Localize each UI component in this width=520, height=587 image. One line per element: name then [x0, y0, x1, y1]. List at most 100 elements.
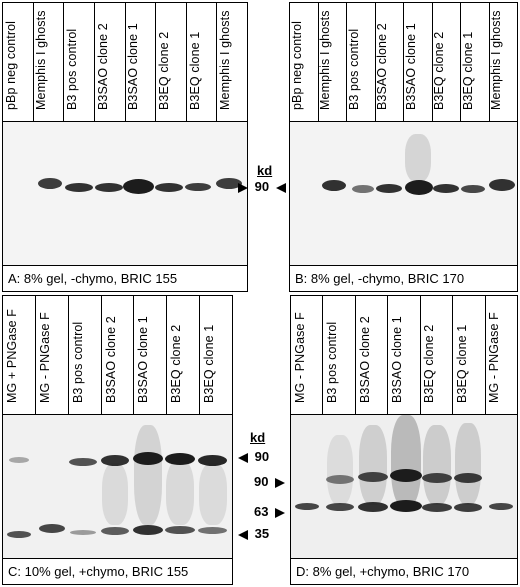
- panel-c: MG + PNGase F MG - PNGase F B3 pos contr…: [2, 295, 233, 585]
- blot-smear: [166, 460, 194, 525]
- blot-band: [489, 503, 513, 510]
- blot-smear: [134, 425, 162, 525]
- blot-band: [101, 455, 129, 466]
- blot-band: [422, 473, 452, 483]
- lane-label: Memphis I ghosts: [34, 3, 65, 121]
- blot-band: [216, 178, 242, 189]
- blot-band: [65, 183, 93, 192]
- blot-band: [133, 525, 163, 535]
- lane-label: MG - PNGase F: [487, 312, 502, 403]
- lane-label: Memphis I ghosts: [489, 10, 504, 110]
- marker-90-bottom-label: 90: [254, 449, 270, 464]
- marker-35-bottom-label: 35: [254, 526, 270, 541]
- marker-35-bottom: 35: [238, 526, 272, 541]
- blot-band: [165, 453, 195, 465]
- blot-band: [422, 503, 452, 512]
- kd-label-bottom: kd: [250, 430, 266, 445]
- blot-band: [489, 179, 515, 191]
- blot-band: [390, 500, 422, 512]
- lane-label: pBp neg control: [3, 3, 34, 121]
- lane-label: Memphis I ghosts: [218, 10, 233, 110]
- panel-a-blot: [3, 121, 247, 265]
- lane-label: B3EQ clone 2: [421, 296, 454, 414]
- lane-label: B3SAO clone 1: [126, 3, 157, 121]
- kd-label-top: kd: [257, 163, 273, 178]
- blot-band: [185, 183, 211, 191]
- panel-d-lane-labels: MG - PNGase F B3 pos control B3SAO clone…: [291, 296, 517, 414]
- lane-label: B3SAO clone 2: [356, 296, 389, 414]
- blot-band: [95, 183, 123, 192]
- marker-90-d: 90: [254, 474, 286, 489]
- blot-smear: [405, 134, 431, 182]
- lane-label: B3SAO clone 2: [102, 296, 135, 414]
- lane-label: Memphis I ghosts: [319, 3, 347, 121]
- blot-band: [69, 458, 97, 466]
- blot-band: [322, 180, 346, 191]
- blot-band: [165, 526, 195, 534]
- blot-band: [358, 502, 388, 512]
- blot-band: [461, 185, 485, 193]
- blot-band: [295, 503, 319, 510]
- panel-b-caption: B: 8% gel, -chymo, BRIC 170: [290, 265, 517, 291]
- lane-label: B3EQ clone 2: [433, 3, 461, 121]
- lane-label: MG - PNGase F: [291, 296, 324, 414]
- arrow-left-icon: [238, 452, 248, 463]
- marker-90-top: 90: [238, 179, 286, 194]
- blot-band: [405, 180, 433, 195]
- blot-band: [155, 183, 183, 192]
- lane-label: B3SAO clone 1: [404, 3, 433, 121]
- lane-label: B3EQ clone 1: [187, 3, 218, 121]
- lane-label: MG + PNGase F: [3, 296, 36, 414]
- blot-band: [133, 452, 163, 465]
- panel-b-blot: [290, 121, 517, 265]
- blot-band: [326, 475, 354, 484]
- blot-smear: [423, 425, 451, 505]
- blot-smear: [391, 415, 421, 507]
- panel-c-blot: [3, 414, 232, 558]
- panel-c-lane-labels: MG + PNGase F MG - PNGase F B3 pos contr…: [3, 296, 232, 414]
- blot-band: [352, 185, 374, 193]
- blot-band: [358, 472, 388, 482]
- panel-b-lane-labels: pBp neg control Memphis I ghosts B3 pos …: [290, 3, 517, 121]
- blot-band: [9, 457, 29, 463]
- lane-label: pBp neg control: [290, 3, 319, 121]
- blot-band: [38, 178, 62, 189]
- blot-band: [454, 503, 482, 512]
- blot-band: [7, 531, 31, 538]
- arrow-left-icon: [238, 529, 248, 540]
- blot-smear: [359, 425, 387, 505]
- arrow-left-icon: [275, 182, 286, 193]
- lane-label: B3 pos control: [347, 3, 376, 121]
- lane-label: B3EQ clone 2: [167, 296, 201, 414]
- blot-smear: [327, 435, 353, 505]
- panel-a-lane-labels: pBp neg control Memphis I ghosts B3 pos …: [3, 3, 247, 121]
- arrow-right-icon: [275, 477, 286, 488]
- blot-band: [70, 530, 96, 535]
- blot-band: [433, 184, 459, 193]
- marker-63-d-label: 63: [254, 504, 269, 519]
- lane-label: B3EQ clone 1: [453, 296, 486, 414]
- marker-90-bottom: 90: [238, 449, 272, 464]
- lane-label: B3EQ clone 1: [461, 3, 490, 121]
- lane-label: B3EQ clone 2: [156, 3, 187, 121]
- panel-c-caption: C: 10% gel, +chymo, BRIC 155: [3, 558, 232, 584]
- lane-label: MG - PNGase F: [36, 296, 69, 414]
- panel-d: MG - PNGase F B3 pos control B3SAO clone…: [290, 295, 518, 585]
- blot-band: [326, 503, 354, 511]
- panel-d-blot: [291, 414, 517, 558]
- panel-b: pBp neg control Memphis I ghosts B3 pos …: [289, 2, 518, 292]
- blot-smear: [199, 463, 227, 525]
- blot-band: [101, 527, 129, 535]
- marker-90-d-label: 90: [254, 474, 269, 489]
- blot-band: [454, 473, 482, 483]
- blot-band: [376, 184, 402, 193]
- marker-63-d: 63: [254, 504, 286, 519]
- blot-band: [198, 455, 227, 466]
- lane-label: B3 pos control: [64, 3, 95, 121]
- marker-90-top-label: 90: [254, 179, 270, 194]
- panel-a: pBp neg control Memphis I ghosts B3 pos …: [2, 2, 248, 292]
- lane-label: B3 pos control: [323, 296, 356, 414]
- arrow-right-icon: [275, 507, 286, 518]
- lane-label: B3EQ clone 1: [202, 324, 217, 403]
- blot-band: [39, 524, 65, 533]
